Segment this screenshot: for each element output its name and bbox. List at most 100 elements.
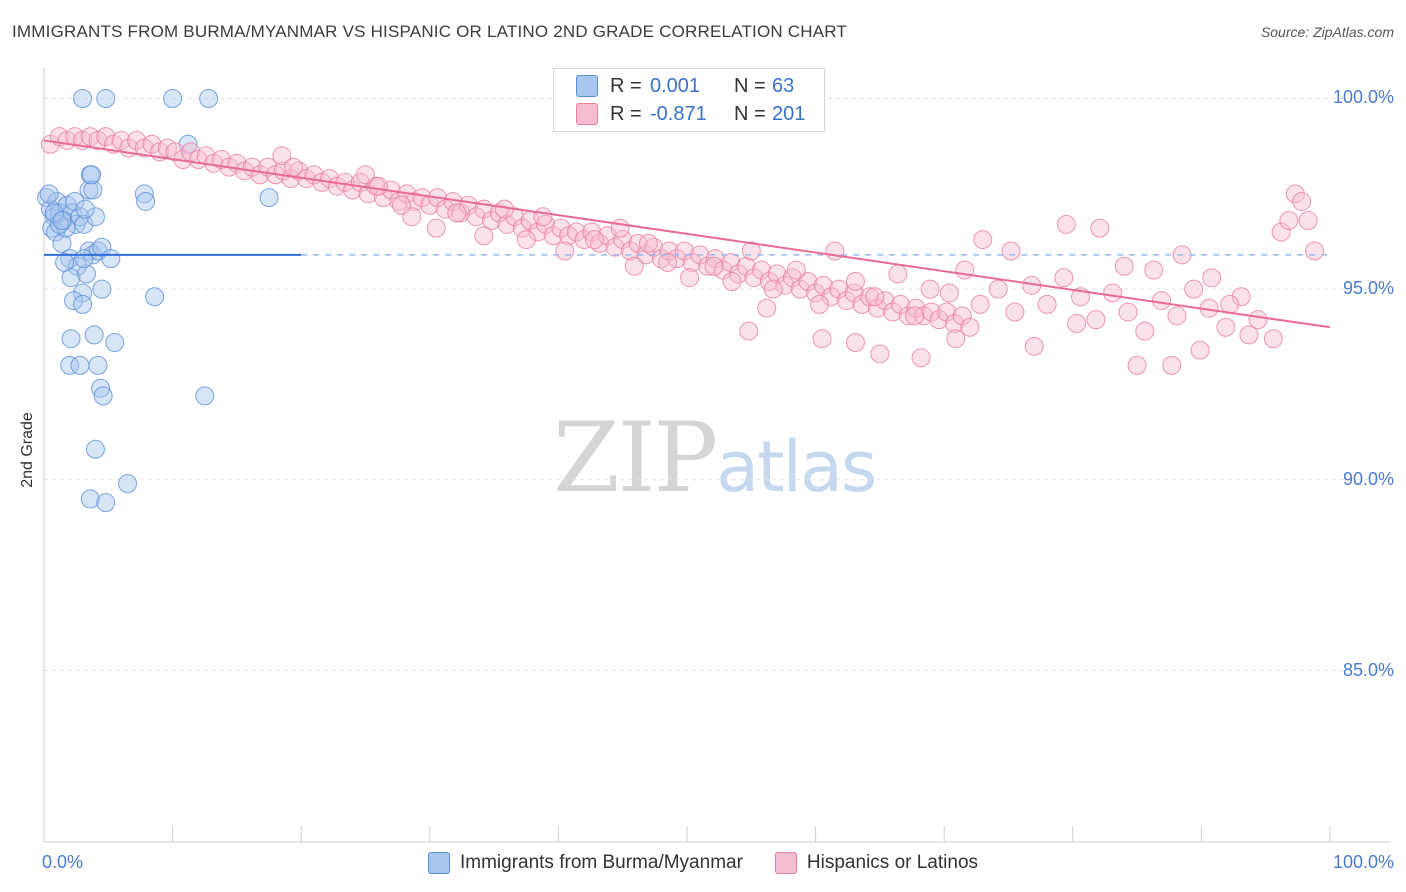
hispanic-point <box>845 333 865 353</box>
hispanic-point <box>813 275 833 295</box>
hispanic-point <box>836 291 856 311</box>
hispanic-point <box>763 279 783 299</box>
burma-point <box>74 214 94 234</box>
hispanic-point <box>955 260 975 280</box>
hispanic-point <box>898 306 918 326</box>
hispanic-point <box>533 207 553 227</box>
hispanic-point <box>1086 310 1106 330</box>
hispanic-point <box>1024 336 1044 356</box>
burma-point <box>136 191 156 211</box>
watermark-atlas: atlas <box>716 426 877 508</box>
burma-point <box>73 294 93 314</box>
legend-item-hispanic[interactable]: Hispanics or Latinos <box>774 852 979 874</box>
y-tick-label: 100.0% <box>1332 87 1394 107</box>
burma-point <box>73 89 93 109</box>
hispanic-point <box>829 279 849 299</box>
hispanic-point <box>272 146 292 166</box>
n-value: 201 <box>772 102 806 125</box>
hispanic-point <box>682 252 702 272</box>
legend-label: Hispanics or Latinos <box>806 852 979 873</box>
burma-point <box>80 489 100 509</box>
hispanic-point <box>704 256 724 276</box>
hispanic-point <box>906 298 926 318</box>
hispanic-point <box>1001 241 1021 261</box>
hispanic-point <box>610 218 630 238</box>
hispanic-point <box>867 298 887 318</box>
burma-point <box>83 180 103 200</box>
hispanic-trend-line <box>43 139 1331 329</box>
hispanic-point <box>374 188 394 208</box>
hispanic-point <box>368 176 388 196</box>
hispanic-point <box>1067 313 1087 333</box>
burma-point <box>92 279 112 299</box>
hispanic-point <box>1114 256 1134 276</box>
hispanic-point <box>744 268 764 288</box>
hispanic-point <box>1167 306 1187 326</box>
hispanic-point <box>1184 279 1204 299</box>
burma-point <box>74 249 94 269</box>
hispanic-point <box>512 218 532 238</box>
burma-point <box>44 203 64 223</box>
hispanic-point <box>944 313 964 333</box>
hispanic-point <box>1285 184 1305 204</box>
hispanic-point <box>426 218 446 238</box>
burma-point <box>60 355 80 375</box>
hispanic-point <box>905 306 925 326</box>
burma-point <box>96 493 116 513</box>
hispanic-point <box>590 233 610 253</box>
hispanic-point <box>1279 211 1299 231</box>
hispanic-point <box>584 230 604 250</box>
hispanic-point <box>628 233 648 253</box>
hispanic-point <box>728 264 748 284</box>
hispanic-point <box>939 283 959 303</box>
y-tick-label: 85.0% <box>1342 660 1394 680</box>
hispanic-point <box>402 207 422 227</box>
hispanic-point <box>466 207 486 227</box>
legend-label: Immigrants from Burma/Myanmar <box>459 852 743 873</box>
chart-title: IMMIGRANTS FROM BURMA/MYANMAR VS HISPANI… <box>12 22 848 41</box>
hispanic-point <box>698 256 718 276</box>
x-tick-label: 0.0% <box>42 852 84 872</box>
hispanic-point <box>680 268 700 288</box>
hispanic-point <box>435 199 455 219</box>
hispanic-point <box>845 272 865 292</box>
hispanic-point <box>474 226 494 246</box>
hispanic-point <box>96 127 116 147</box>
hispanic-point <box>1263 329 1283 349</box>
legend-item-burma[interactable]: Immigrants from Burma/Myanmar <box>427 852 743 874</box>
hispanic-point <box>860 287 880 307</box>
hispanic-point <box>865 287 885 307</box>
hispanic-point <box>555 241 575 261</box>
burma-point <box>88 355 108 375</box>
hispanic-point <box>605 237 625 257</box>
hispanic-point <box>960 317 980 337</box>
hispanic-point <box>658 252 678 272</box>
hispanic-point <box>790 279 810 299</box>
hispanic-point <box>929 310 949 330</box>
n-label: N = <box>734 74 766 97</box>
series-legend: Immigrants from Burma/Myanmar Hispanics … <box>0 852 1406 874</box>
legend-swatch <box>576 103 598 125</box>
hispanic-point <box>1005 302 1025 322</box>
hispanic-point <box>1239 325 1259 345</box>
hispanic-point <box>973 230 993 250</box>
hispanic-point <box>775 275 795 295</box>
hispanic-point <box>798 272 818 292</box>
hispanic-point <box>1118 302 1138 322</box>
burma-point <box>39 184 59 204</box>
burma-point <box>134 184 154 204</box>
hispanic-point <box>505 207 525 227</box>
hispanic-point <box>566 222 586 242</box>
hispanic-point <box>946 329 966 349</box>
burma-point <box>52 211 72 231</box>
r-value: 0.001 <box>650 74 701 97</box>
hispanic-point <box>356 165 375 185</box>
hispanic-point <box>528 222 548 242</box>
hispanic-point <box>739 321 759 341</box>
hispanic-point <box>1216 317 1236 337</box>
burma-point <box>145 287 165 307</box>
r-label: R = <box>610 74 642 97</box>
hispanic-point <box>1292 191 1312 211</box>
hispanic-point <box>736 256 756 276</box>
burma-point <box>82 165 102 185</box>
